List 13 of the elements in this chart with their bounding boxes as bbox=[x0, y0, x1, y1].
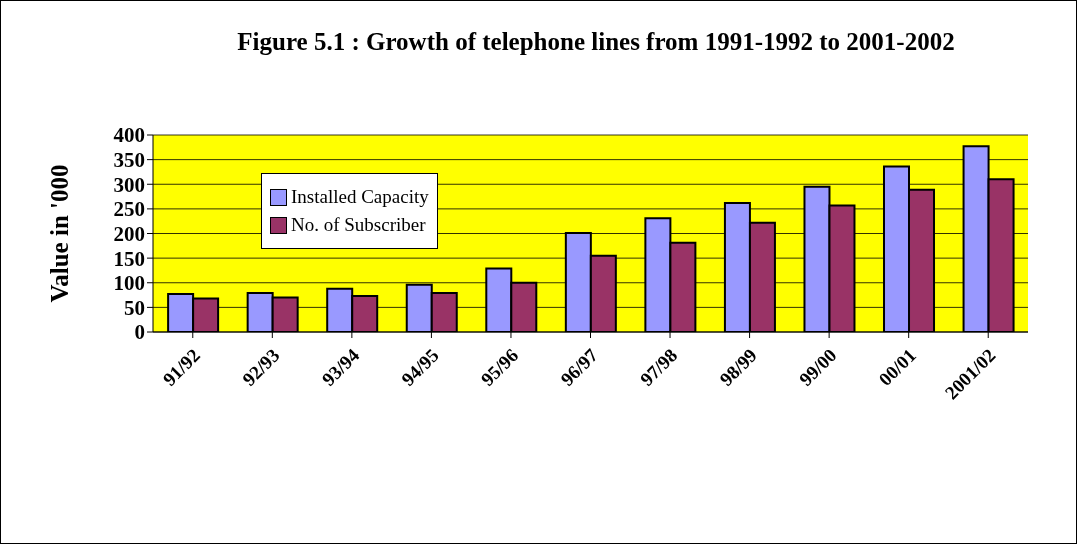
chart-title: Figure 5.1 : Growth of telephone lines from 1991-1992 to 2001-2002 bbox=[236, 27, 956, 57]
y-tick-label: 300 bbox=[113, 172, 145, 197]
legend-label: No. of Subscriber bbox=[291, 214, 426, 236]
legend-label: Installed Capacity bbox=[291, 186, 429, 208]
y-tick-label: 150 bbox=[113, 246, 145, 271]
y-tick-label: 100 bbox=[113, 271, 145, 296]
y-tick-label: 0 bbox=[134, 320, 145, 345]
y-tick-label: 200 bbox=[113, 221, 145, 246]
y-tick-label: 350 bbox=[113, 148, 145, 173]
y-tick-label: 400 bbox=[113, 123, 145, 148]
y-axis-title: Value in '000 bbox=[45, 164, 73, 303]
y-tick-label: 250 bbox=[113, 197, 145, 222]
y-tick-label: 50 bbox=[124, 295, 145, 320]
